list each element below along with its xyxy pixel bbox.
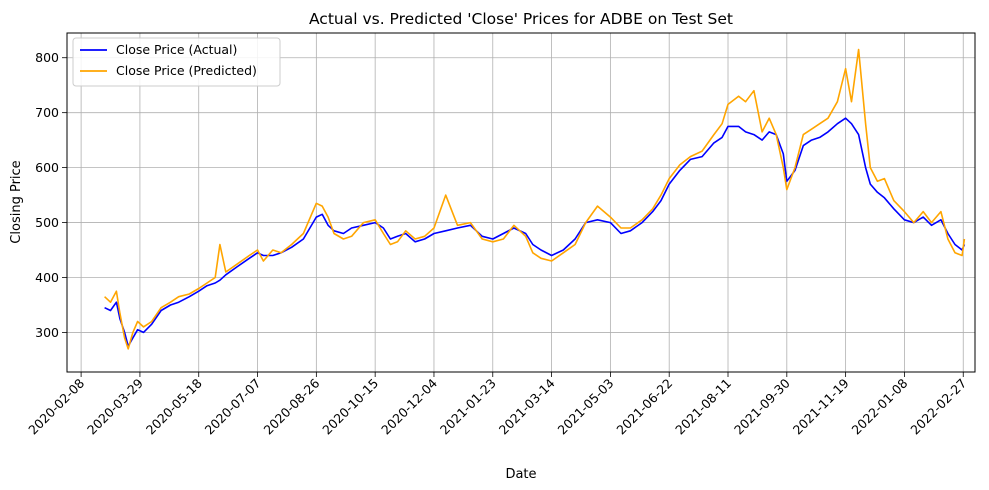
y-tick-label: 300 [35, 325, 59, 340]
x-axis-label: Date [505, 467, 536, 482]
series-lines [104, 48, 966, 350]
y-tick-label: 400 [35, 270, 59, 285]
series-line-actual [104, 117, 966, 348]
plot-frame [66, 32, 976, 373]
chart-title: Actual vs. Predicted 'Close' Prices for … [309, 10, 733, 28]
legend-box [72, 37, 281, 87]
legend-label-predicted: Close Price (Predicted) [116, 63, 257, 78]
grid [67, 33, 975, 372]
y-axis: 300 400 500 600 700 800 [35, 50, 67, 340]
y-axis-label: Closing Price [9, 160, 24, 243]
y-tick-label: 500 [35, 215, 59, 230]
y-tick-label: 800 [35, 50, 59, 65]
legend-label-actual: Close Price (Actual) [116, 42, 237, 57]
y-tick-label: 600 [35, 160, 59, 175]
y-tick-label: 700 [35, 105, 59, 120]
series-line-predicted [104, 48, 966, 350]
legend: Close Price (Actual) Close Price (Predic… [72, 37, 281, 87]
